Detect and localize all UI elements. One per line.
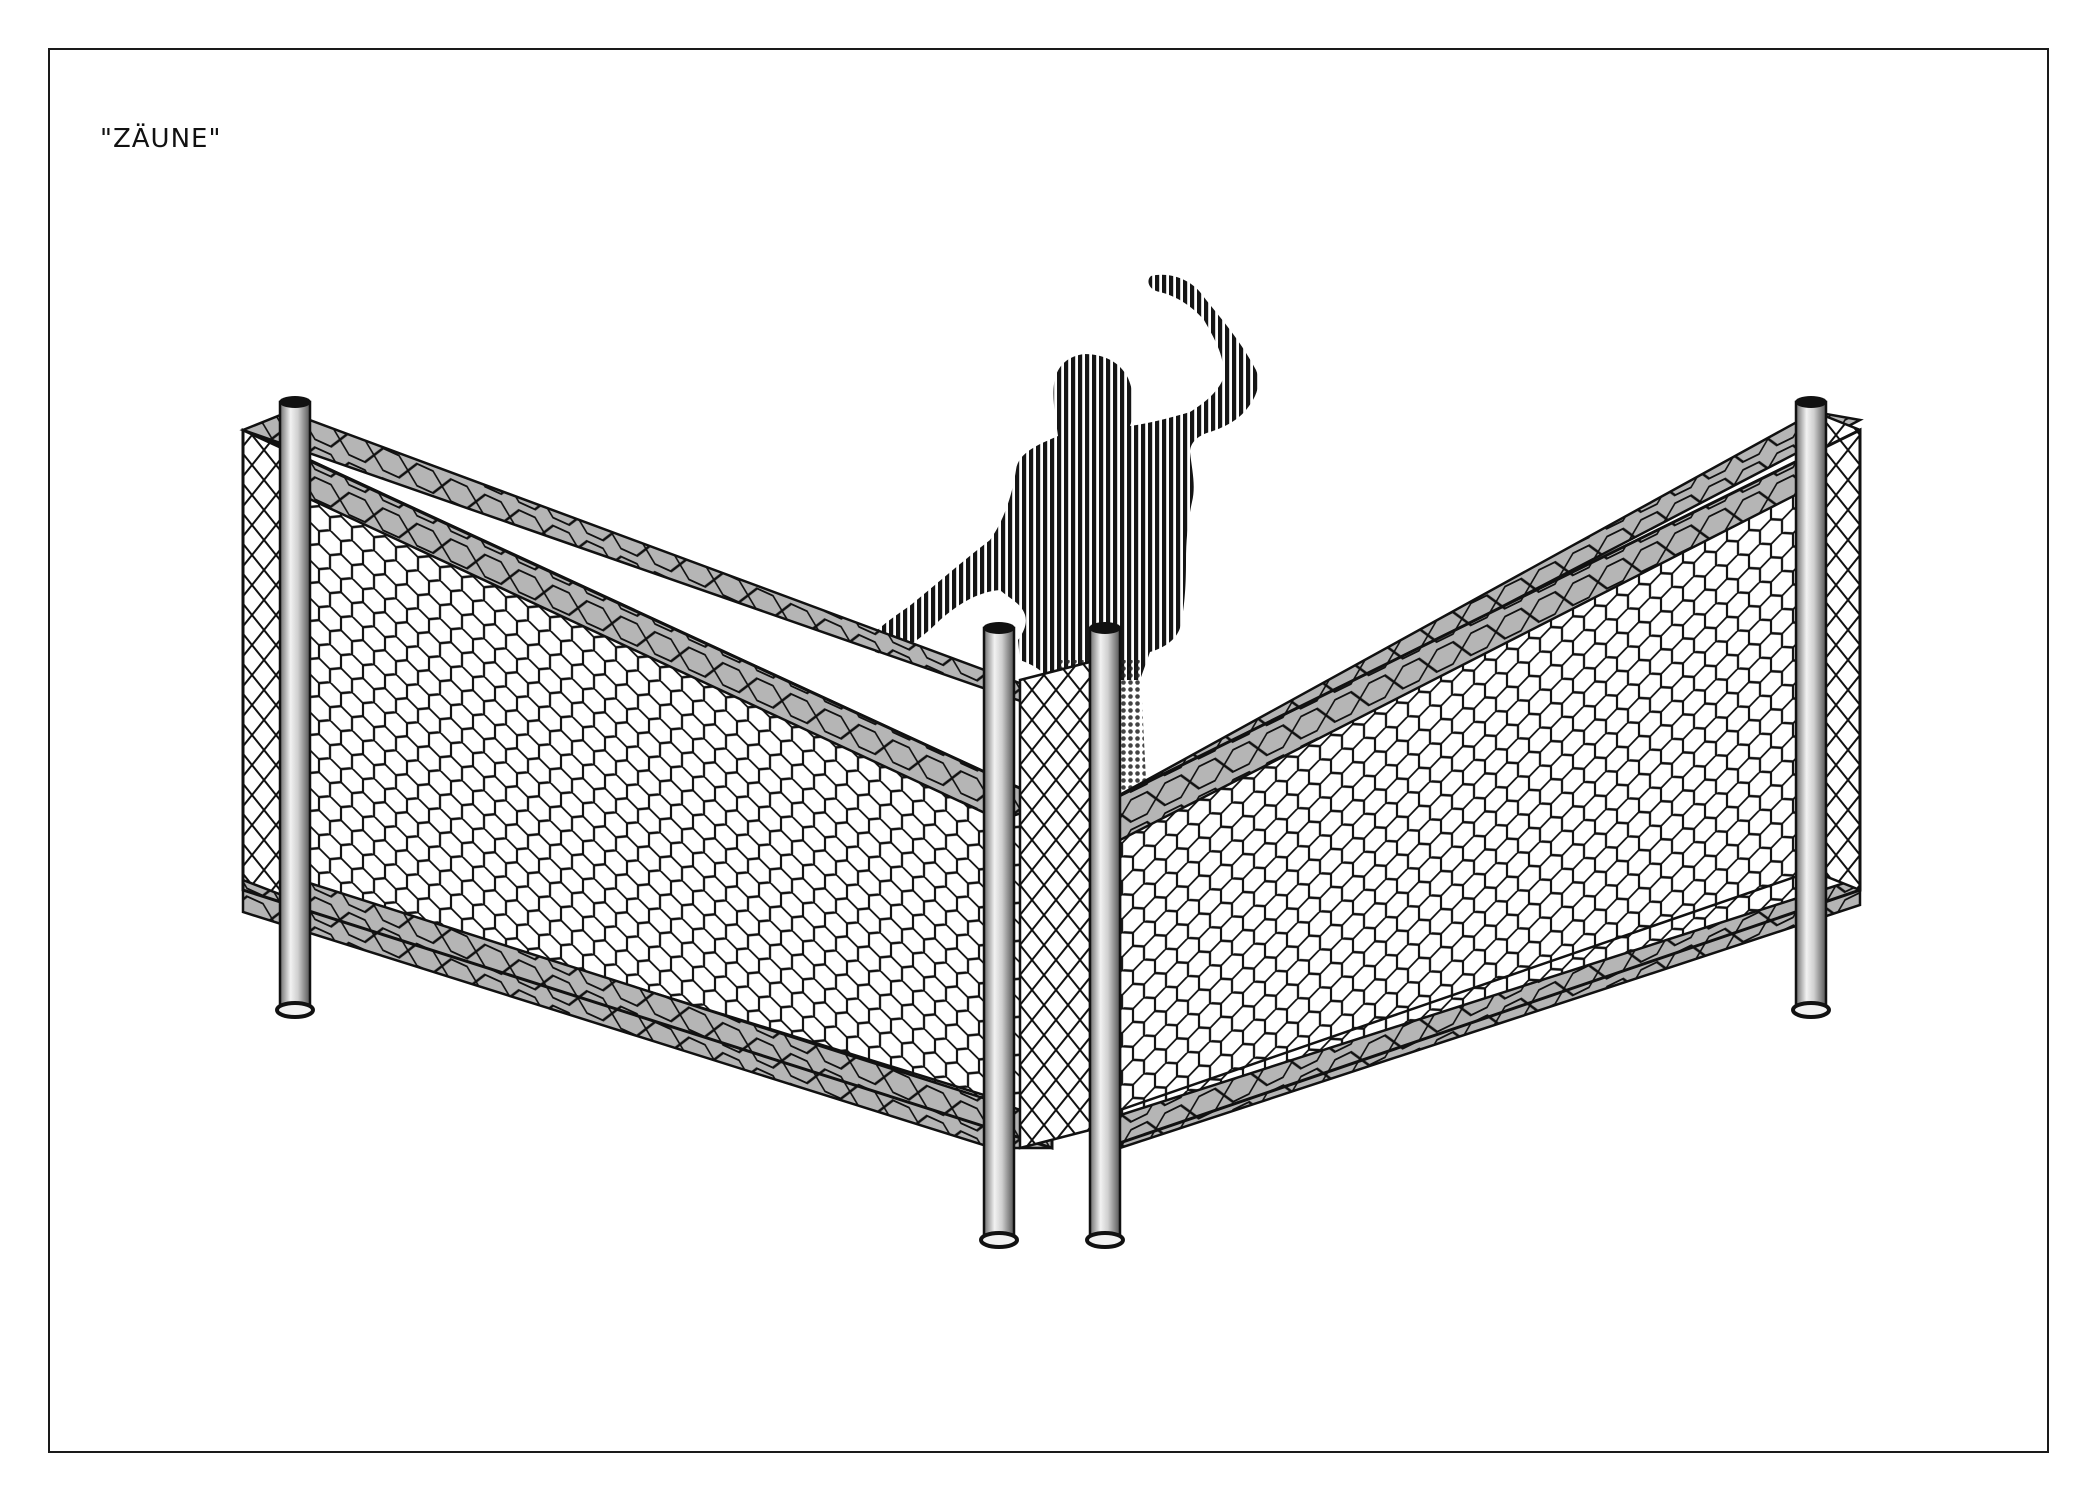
fence-post-center-left: [979, 622, 1019, 1249]
corner-mesh: [1018, 660, 1092, 1150]
fence-post-right-outer: [1791, 396, 1831, 1019]
fence-post-center-right: [1085, 622, 1125, 1249]
fence-post-left-outer: [275, 396, 315, 1019]
drawing-caption: "ZÄUNE": [100, 124, 222, 154]
